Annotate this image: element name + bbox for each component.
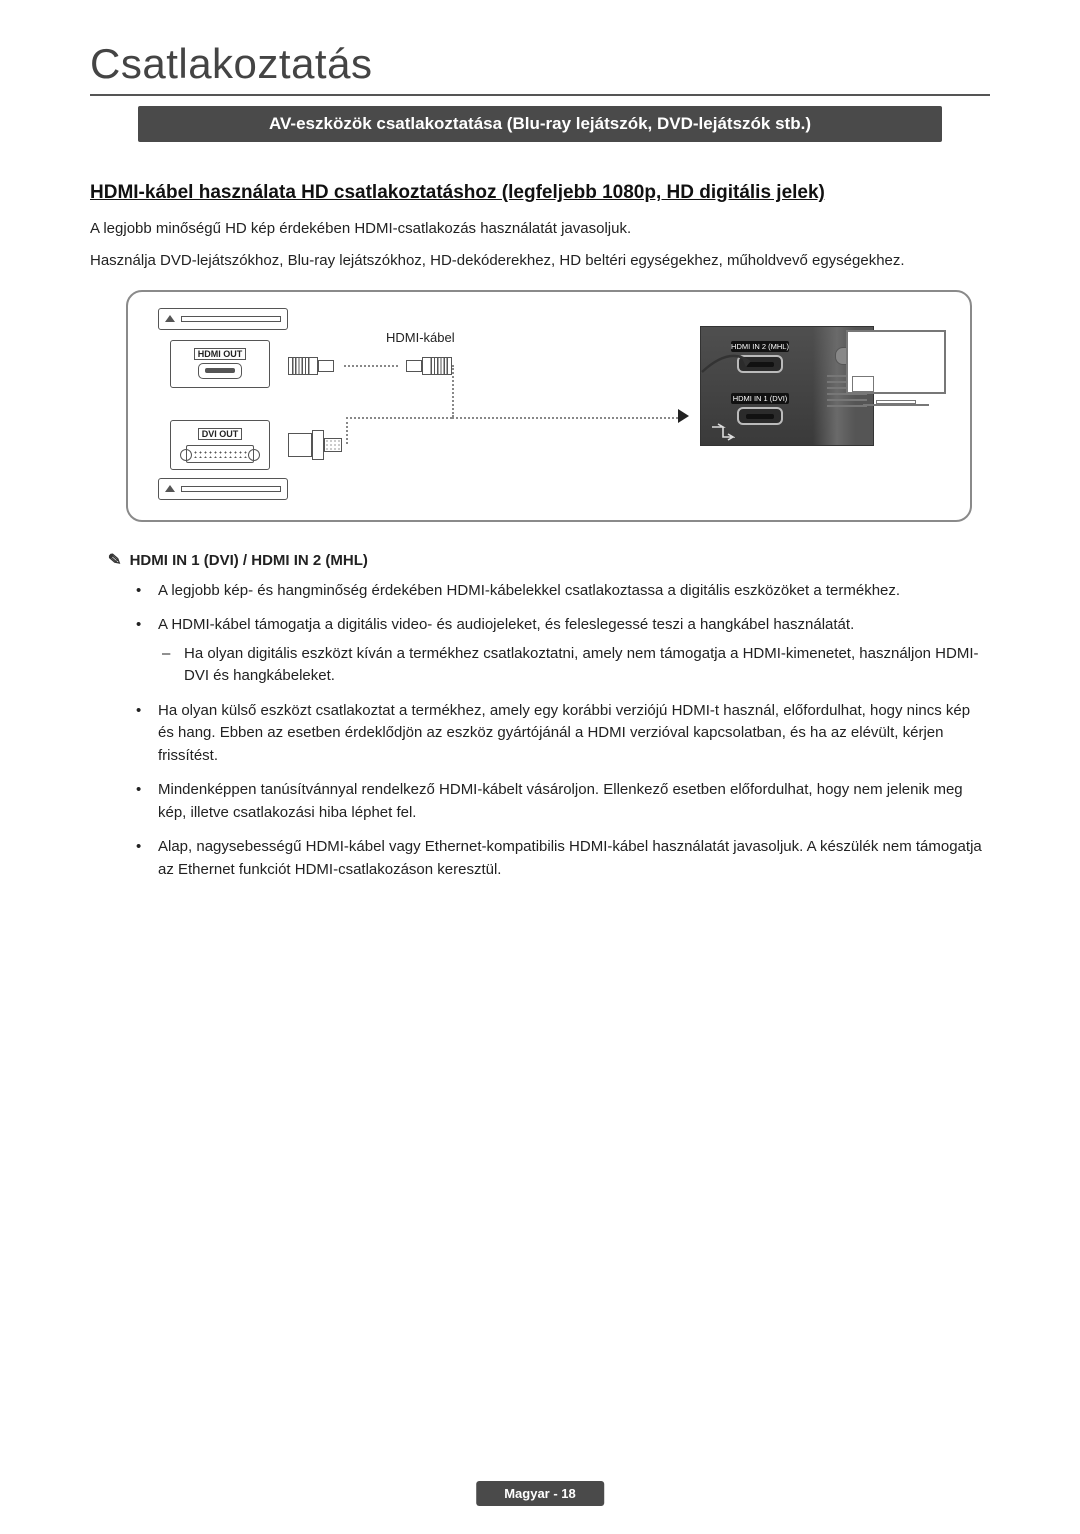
tv-icon [846,330,946,420]
bullet-text: Mindenképpen tanúsítvánnyal rendelkező H… [158,781,963,821]
list-item: Ha olyan külső eszközt csatlakoztat a te… [158,700,990,768]
bullet-text: A HDMI-kábel támogatja a digitális video… [158,616,854,633]
source-device-bottom-icon [158,478,288,500]
bullet-text: Alap, nagysebességű HDMI-kábel vagy Ethe… [158,838,982,878]
cable-dash [346,417,348,444]
diagram-inner: HDMI OUT DVI OUT HDMI-kábel HDMI IN 2 [148,308,950,504]
cable-dash [344,365,398,367]
dvi-out-port-icon: DVI OUT [170,420,270,470]
zigzag-arrow-icon [711,423,735,441]
title-rule [90,94,990,96]
hdmi-out-label: HDMI OUT [194,348,247,360]
connection-diagram: HDMI OUT DVI OUT HDMI-kábel HDMI IN 2 [126,290,972,522]
arrow-right-icon [678,409,689,423]
dvi-out-label: DVI OUT [198,428,243,440]
list-item: A HDMI-kábel támogatja a digitális video… [158,614,990,688]
bullet-list: A legjobb kép- és hangminőség érdekében … [158,580,990,882]
intro-paragraph-2: Használja DVD-lejátszókhoz, Blu-ray lejá… [90,250,990,272]
page-title: Csatlakoztatás [90,40,990,88]
hdmi-out-port-icon: HDMI OUT [170,340,270,388]
sub-list-item: Ha olyan digitális eszközt kíván a termé… [184,643,990,688]
cable-dash [452,365,454,417]
source-device-top-icon [158,308,288,330]
bullet-text: Ha olyan külső eszközt csatlakoztat a te… [158,702,970,764]
panel-port-hdmi1: HDMI IN 1 (DVI) [731,393,789,425]
note-icon: ✎ [107,549,122,570]
cable-label: HDMI-kábel [386,330,455,345]
dvi-plug-icon [288,430,346,460]
cable-dash [346,417,452,419]
section-banner: AV-eszközök csatlakoztatása (Blu-ray lej… [138,106,942,142]
list-item: Mindenképpen tanúsítvánnyal rendelkező H… [158,779,990,824]
list-item: A legjobb kép- és hangminőség érdekében … [158,580,990,603]
note-heading: HDMI IN 1 (DVI) / HDMI IN 2 (MHL) [130,552,368,569]
bullet-text: A legjobb kép- és hangminőség érdekében … [158,582,900,599]
note-heading-line: ✎ HDMI IN 1 (DVI) / HDMI IN 2 (MHL) [108,550,990,570]
hdmi-plug-right-icon [398,353,452,379]
curved-arrow-icon [700,352,760,376]
hdmi-plug-left-icon [288,353,342,379]
panel-port-hdmi1-label: HDMI IN 1 (DVI) [731,393,789,404]
cable-dash [452,417,682,419]
section-heading: HDMI-kábel használata HD csatlakoztatásh… [90,182,990,204]
panel-port-hdmi2-label: HDMI IN 2 (MHL) [731,341,789,352]
intro-paragraph-1: A legjobb minőségű HD kép érdekében HDMI… [90,218,990,240]
sub-bullet-text: Ha olyan digitális eszközt kíván a termé… [184,645,979,685]
page-footer: Magyar - 18 [476,1481,604,1506]
list-item: Alap, nagysebességű HDMI-kábel vagy Ethe… [158,836,990,881]
